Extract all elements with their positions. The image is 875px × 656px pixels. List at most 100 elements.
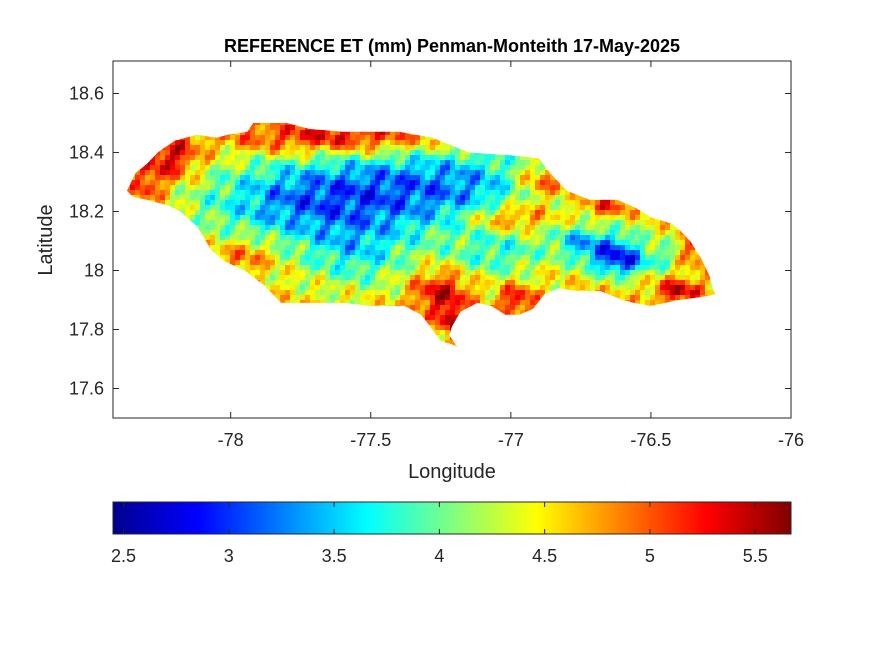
heat-cell [545, 215, 551, 221]
heat-cell [520, 200, 526, 206]
heat-cell [300, 180, 306, 186]
heat-cell [225, 175, 231, 181]
heat-cell [320, 155, 326, 161]
heat-cell [390, 155, 396, 161]
heat-cell [310, 155, 316, 161]
heat-cell [640, 225, 646, 231]
heat-cell [320, 185, 326, 191]
heat-cell [480, 285, 486, 291]
heat-cell [250, 270, 256, 276]
heat-cell [430, 240, 436, 246]
heat-cell [655, 245, 661, 251]
heat-cell [280, 123, 286, 126]
heat-cell [630, 265, 636, 271]
heat-cell [460, 220, 466, 226]
heat-cell [320, 160, 326, 166]
heat-cell [480, 195, 486, 201]
heat-cell [190, 160, 196, 166]
heat-cell [265, 265, 271, 271]
heat-cell [670, 265, 676, 271]
heat-cell [345, 135, 351, 141]
heat-cell [445, 155, 451, 161]
heat-cell [220, 180, 226, 186]
heat-cell [495, 305, 501, 311]
heat-cell [355, 230, 361, 236]
heat-cell [285, 135, 291, 141]
heat-cell [675, 250, 681, 256]
heat-cell [535, 210, 541, 216]
heat-cell [400, 155, 406, 161]
heat-cell [610, 210, 616, 216]
heat-cell [225, 205, 231, 211]
heat-cell [570, 235, 576, 241]
heat-cell [650, 270, 656, 276]
heat-cell [545, 285, 551, 291]
heat-cell [510, 210, 516, 216]
heat-cell [430, 245, 436, 251]
heat-cell [400, 195, 406, 201]
heat-cell [425, 135, 431, 141]
heat-cell [680, 275, 686, 281]
heat-cell [295, 275, 301, 281]
heat-cell [495, 225, 501, 231]
heat-cell [610, 260, 616, 266]
heat-cell [345, 255, 351, 261]
heat-cell [210, 145, 216, 151]
heat-cell [425, 145, 431, 151]
heat-cell [620, 210, 626, 216]
heat-cell [515, 175, 521, 181]
heat-cell [335, 195, 341, 201]
heat-cell [590, 265, 596, 271]
heat-cell [325, 175, 331, 181]
heat-cell [525, 155, 531, 161]
heat-cell [330, 170, 336, 176]
heat-cell [465, 230, 471, 236]
heat-cell [295, 255, 301, 261]
heat-cell [420, 245, 426, 251]
heat-cell [270, 150, 276, 156]
heat-cell [225, 250, 231, 256]
heat-cell [240, 205, 246, 211]
heat-cell [475, 275, 481, 281]
heat-cell [335, 250, 341, 256]
heat-cell [475, 210, 481, 216]
heat-cell [550, 270, 556, 276]
heat-cell [500, 310, 506, 316]
heat-cell [395, 240, 401, 246]
heat-cell [220, 250, 226, 256]
heat-cell [305, 295, 311, 301]
heat-cell [590, 210, 596, 216]
heat-cell [450, 315, 456, 321]
heat-cell [640, 285, 646, 291]
heat-cell [390, 135, 396, 141]
heat-cell [225, 215, 231, 221]
heat-cell [515, 225, 521, 231]
heat-cell [450, 255, 456, 261]
heat-cell [600, 230, 606, 236]
heat-cell [255, 185, 261, 191]
heat-cell [270, 275, 276, 281]
heat-cell [520, 185, 526, 191]
heat-cell [475, 180, 481, 186]
heat-cell [660, 260, 666, 266]
heat-cell [510, 280, 516, 286]
heat-cell [665, 260, 671, 266]
heat-cell [160, 180, 166, 186]
heat-cell [420, 215, 426, 221]
heat-cell [285, 195, 291, 201]
heat-cell [285, 300, 291, 306]
heat-cell [615, 250, 621, 256]
heat-cell [410, 280, 416, 286]
heat-cell [275, 280, 281, 286]
heat-cell [520, 265, 526, 271]
heat-cell [400, 265, 406, 271]
heat-cell [485, 170, 491, 176]
heat-cell [470, 195, 476, 201]
heat-cell [465, 185, 471, 191]
heat-cell [690, 250, 696, 256]
heat-cell [680, 270, 686, 276]
heat-cell [345, 175, 351, 181]
heat-cell [300, 205, 306, 211]
heat-cell [495, 265, 501, 271]
heat-cell [450, 280, 456, 286]
